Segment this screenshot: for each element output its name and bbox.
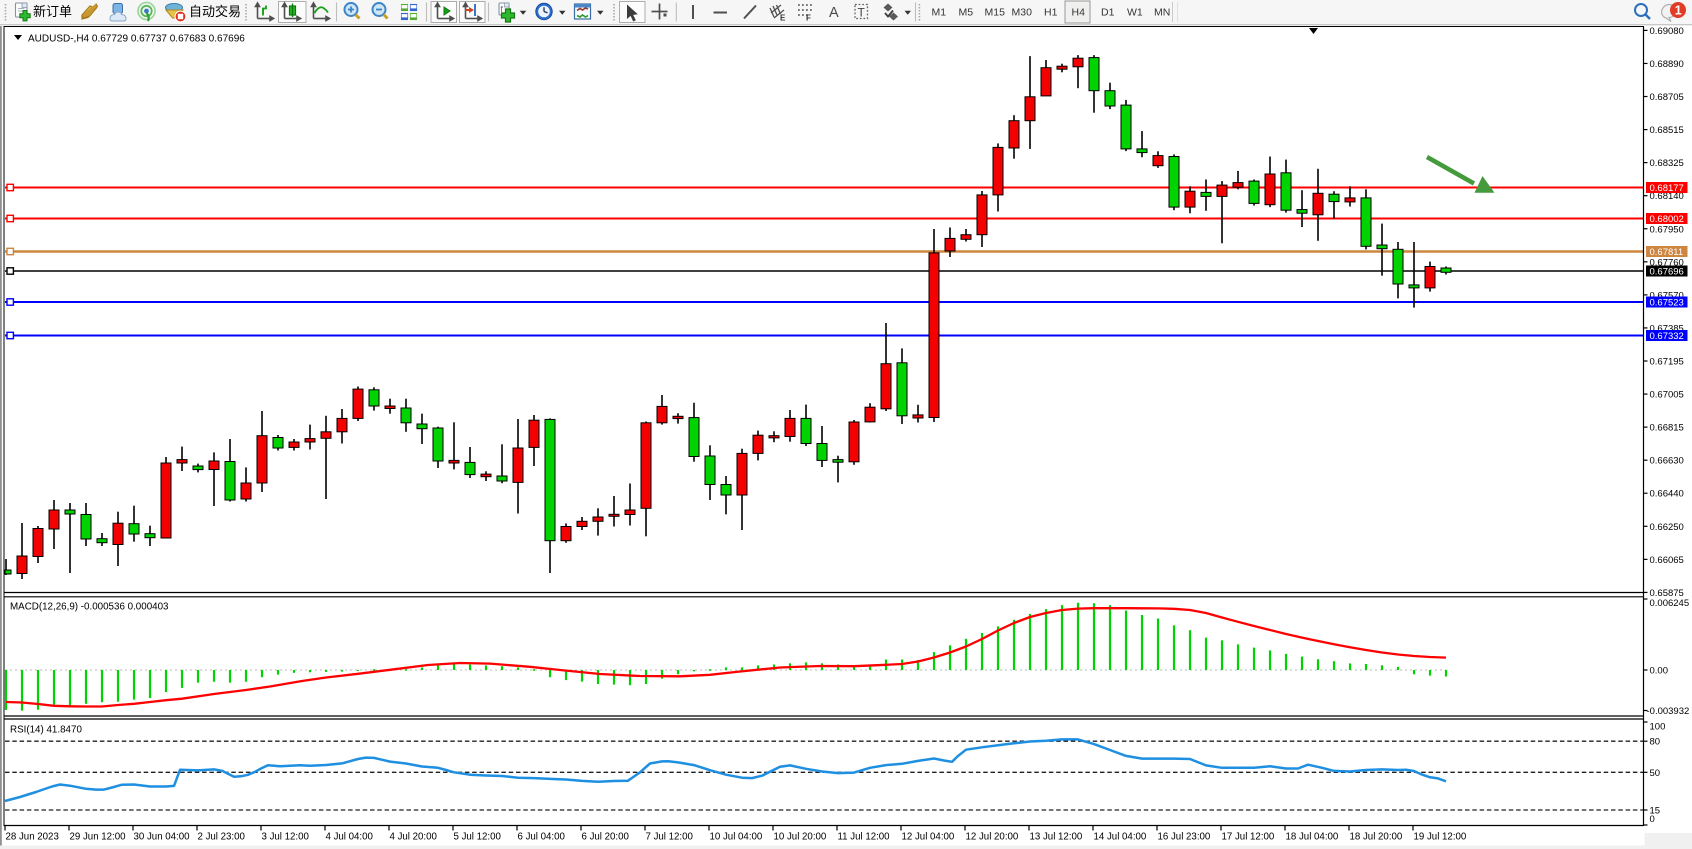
svg-text:15: 15	[1650, 806, 1661, 817]
svg-text:0.006245: 0.006245	[1650, 598, 1690, 609]
svg-text:f: f	[501, 5, 504, 14]
svg-text:50: 50	[1650, 768, 1661, 779]
svg-text:0.66440: 0.66440	[1650, 489, 1684, 500]
svg-text:H1: H1	[1044, 7, 1058, 19]
svg-text:28 Jun 2023: 28 Jun 2023	[6, 832, 59, 843]
svg-text:0.67195: 0.67195	[1650, 357, 1684, 368]
svg-text:M1: M1	[932, 7, 947, 19]
svg-text:16 Jul 23:00: 16 Jul 23:00	[1158, 832, 1211, 843]
svg-text:M30: M30	[1012, 7, 1033, 19]
svg-text:0.65875: 0.65875	[1650, 588, 1684, 599]
svg-text:18 Jul 04:00: 18 Jul 04:00	[1286, 832, 1339, 843]
svg-text:0.66065: 0.66065	[1650, 555, 1684, 566]
svg-text:RSI(14) 41.8470: RSI(14) 41.8470	[10, 725, 82, 736]
svg-text:29 Jun 12:00: 29 Jun 12:00	[70, 832, 127, 843]
svg-text:0.67760: 0.67760	[1650, 257, 1684, 268]
svg-text:-0.003932: -0.003932	[1647, 706, 1690, 717]
svg-text:0.67950: 0.67950	[1650, 224, 1684, 235]
svg-text:30 Jun 04:00: 30 Jun 04:00	[134, 832, 191, 843]
svg-text:18 Jul 20:00: 18 Jul 20:00	[1350, 832, 1403, 843]
svg-text:10 Jul 04:00: 10 Jul 04:00	[710, 832, 763, 843]
svg-text:H4: H4	[1072, 7, 1086, 19]
svg-text:0.68325: 0.68325	[1650, 158, 1684, 169]
svg-text:0.67385: 0.67385	[1650, 323, 1684, 334]
svg-text:0.66815: 0.66815	[1650, 423, 1684, 434]
svg-text:0.67696: 0.67696	[1650, 267, 1684, 278]
svg-text:19 Jul 12:00: 19 Jul 12:00	[1414, 832, 1467, 843]
svg-text:4 Jul 20:00: 4 Jul 20:00	[390, 832, 438, 843]
svg-text:0.67332: 0.67332	[1650, 331, 1684, 342]
svg-text:0.67811: 0.67811	[1650, 247, 1684, 258]
svg-text:0.68890: 0.68890	[1650, 59, 1684, 70]
svg-text:1: 1	[1675, 4, 1682, 18]
svg-text:3 Jul 12:00: 3 Jul 12:00	[262, 832, 310, 843]
svg-text:6 Jul 20:00: 6 Jul 20:00	[582, 832, 630, 843]
svg-text:0.68177: 0.68177	[1650, 183, 1684, 194]
svg-text:MN: MN	[1154, 7, 1170, 19]
svg-text:MACD(12,26,9) -0.000536 0.0004: MACD(12,26,9) -0.000536 0.000403	[10, 602, 169, 613]
svg-text:5 Jul 12:00: 5 Jul 12:00	[454, 832, 502, 843]
svg-text:0.66630: 0.66630	[1650, 456, 1684, 467]
svg-text:0.66250: 0.66250	[1650, 522, 1684, 533]
svg-text:17 Jul 12:00: 17 Jul 12:00	[1222, 832, 1275, 843]
svg-text:10 Jul 20:00: 10 Jul 20:00	[774, 832, 827, 843]
svg-text:自动交易: 自动交易	[189, 4, 241, 19]
svg-text:4 Jul 04:00: 4 Jul 04:00	[326, 832, 374, 843]
svg-text:6 Jul 04:00: 6 Jul 04:00	[518, 832, 566, 843]
svg-text:0.67570: 0.67570	[1650, 290, 1684, 301]
svg-text:AUDUSD-,H4 0.67729 0.67737 0.: AUDUSD-,H4 0.67729 0.67737 0.67683 0.676…	[28, 34, 245, 45]
svg-text:W1: W1	[1127, 7, 1143, 19]
svg-text:14 Jul 04:00: 14 Jul 04:00	[1094, 832, 1147, 843]
svg-text:0.68705: 0.68705	[1650, 92, 1684, 103]
svg-text:80: 80	[1650, 737, 1661, 748]
svg-text:T: T	[858, 6, 866, 20]
svg-text:7 Jul 12:00: 7 Jul 12:00	[646, 832, 694, 843]
svg-text:12 Jul 04:00: 12 Jul 04:00	[902, 832, 955, 843]
svg-text:12 Jul 20:00: 12 Jul 20:00	[966, 832, 1019, 843]
svg-text:0.68140: 0.68140	[1650, 191, 1684, 202]
svg-text:M15: M15	[985, 7, 1006, 19]
svg-text:0.67005: 0.67005	[1650, 390, 1684, 401]
svg-text:A: A	[829, 5, 839, 21]
svg-text:0.68002: 0.68002	[1650, 214, 1684, 225]
svg-text:0: 0	[1650, 814, 1655, 825]
svg-text:新订单: 新订单	[33, 4, 72, 19]
svg-text:D1: D1	[1101, 7, 1115, 19]
svg-text:2 Jul 23:00: 2 Jul 23:00	[198, 832, 246, 843]
svg-text:11 Jul 12:00: 11 Jul 12:00	[838, 832, 891, 843]
svg-text:0.69080: 0.69080	[1650, 26, 1684, 37]
svg-text:100: 100	[1650, 722, 1666, 733]
svg-text:F: F	[806, 14, 811, 23]
svg-text:13 Jul 12:00: 13 Jul 12:00	[1030, 832, 1083, 843]
svg-text:0.00: 0.00	[1650, 666, 1669, 677]
svg-text:0.67523: 0.67523	[1650, 298, 1684, 309]
svg-text:0.68515: 0.68515	[1650, 125, 1684, 136]
svg-text:E: E	[780, 14, 786, 23]
svg-text:M5: M5	[959, 7, 974, 19]
